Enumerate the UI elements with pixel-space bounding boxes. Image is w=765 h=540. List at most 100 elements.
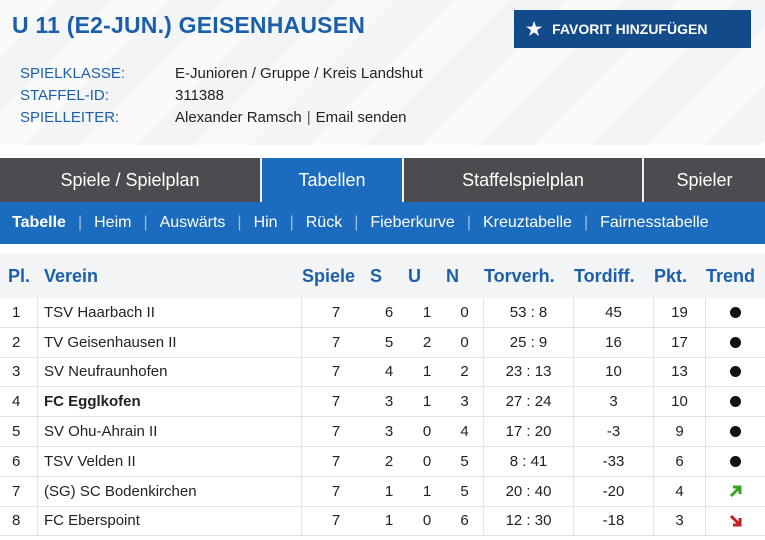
team-name-link[interactable]: SV Ohu-Ahrain II <box>38 417 302 446</box>
table-row: 6 TSV Velden II 7 2 0 5 8 : 41 -33 6 <box>0 446 765 477</box>
team-name-link[interactable]: FC Egglkofen <box>38 387 302 417</box>
table-header: Pl. Verein Spiele S U N Torverh. Tordiff… <box>0 254 765 298</box>
subnav-tabelle[interactable]: Tabelle <box>12 214 66 231</box>
cell-tordifferenz: 45 <box>574 298 654 327</box>
cell-siege: 4 <box>384 363 394 381</box>
cell-niederlagen: 5 <box>446 476 484 506</box>
tab-tabellen[interactable]: Tabellen <box>262 158 404 202</box>
cell-spiele: 7 <box>331 512 341 530</box>
table-row: 3 SV Neufraunhofen 7 4 1 2 23 : 13 10 13 <box>0 357 765 388</box>
cell-trend <box>706 417 765 446</box>
cell-torverhaeltnis: 23 : 13 <box>484 357 574 387</box>
dot-icon <box>730 455 741 467</box>
header-s: S <box>370 265 383 286</box>
header-pl: Pl. <box>8 265 31 286</box>
subnav-hin[interactable]: Hin <box>253 214 278 231</box>
arrow-up-icon <box>728 483 744 499</box>
dot-icon <box>730 366 741 378</box>
spielleiter-label: SPIELLEITER: <box>20 108 120 126</box>
cell-trend <box>706 447 765 476</box>
team-name-link[interactable]: TV Geisenhausen II <box>38 327 302 357</box>
email-send-link[interactable]: Email senden <box>315 108 407 126</box>
subnav-separator: | <box>583 214 589 231</box>
cell-pl: 1 <box>0 298 38 327</box>
cell-unentschieden: 2 <box>422 333 432 351</box>
team-name-link[interactable]: FC Eberspoint <box>38 506 302 536</box>
cell-pl: 5 <box>0 417 38 446</box>
subnav-heim[interactable]: Heim <box>94 214 132 231</box>
spielleiter-name: Alexander Ramsch <box>175 108 302 126</box>
subnav-separator: | <box>143 214 148 231</box>
main-tabs: Spiele / Spielplan Tabellen Staffelspiel… <box>0 158 765 202</box>
cell-unentschieden: 1 <box>422 393 432 411</box>
cell-spiele: 7 <box>331 393 341 411</box>
info-row-staffel: STAFFEL-ID: 311388 <box>20 84 423 106</box>
subnav-rueck[interactable]: Rück <box>305 214 343 231</box>
cell-trend <box>706 507 765 536</box>
header-spiele: Spiele <box>302 265 356 286</box>
cell-trend <box>706 477 765 506</box>
cell-spiele: 7 <box>331 452 341 470</box>
cell-siege: 3 <box>384 393 394 411</box>
info-row-spielleiter: SPIELLEITER: Alexander Ramsch | Email send… <box>20 106 423 128</box>
cell-niederlagen: 0 <box>446 298 484 327</box>
cell-niederlagen: 3 <box>446 387 484 417</box>
league-info: SPIELKLASSE: E-Junioren / Gruppe / Kreis… <box>20 62 423 128</box>
cell-tordifferenz: -20 <box>574 476 654 506</box>
cell-spiele: 7 <box>331 482 341 500</box>
tab-spiele-spielplan[interactable]: Spiele / Spielplan <box>0 158 262 202</box>
cell-trend <box>706 328 765 357</box>
subnav-fairnesstabelle[interactable]: Fairnesstabelle <box>600 214 709 231</box>
team-name-link[interactable]: TSV Haarbach II <box>38 298 302 327</box>
cell-siege: 5 <box>384 333 394 351</box>
cell-tordifferenz: -3 <box>574 417 654 446</box>
cell-pl: 8 <box>0 506 38 536</box>
cell-unentschieden: 0 <box>422 512 432 530</box>
team-name-link[interactable]: (SG) SC Bodenkirchen <box>38 476 302 506</box>
cell-unentschieden: 0 <box>422 452 432 470</box>
header-tordiff: Tordiff. <box>574 265 635 286</box>
table-row: 7 (SG) SC Bodenkirchen 7 1 1 5 20 : 40 -20 4 <box>0 476 765 507</box>
cell-torverhaeltnis: 12 : 30 <box>484 506 574 536</box>
cell-torverhaeltnis: 8 : 41 <box>484 446 574 476</box>
subnav-separator: | <box>77 214 83 231</box>
cell-niederlagen: 2 <box>446 357 484 387</box>
cell-pl: 4 <box>0 387 38 417</box>
table-row: 8 FC Eberspoint 7 1 0 6 12 : 30 -18 3 <box>0 506 765 537</box>
team-header: U 11 (E2-JUN.) GEISENHAUSEN ★ FAVORIT HI… <box>0 0 765 145</box>
add-favorite-label: FAVORIT HINZUFÜGEN <box>552 21 708 37</box>
cell-trend <box>706 387 765 416</box>
team-name-link[interactable]: TSV Velden II <box>38 446 302 476</box>
header-n: N <box>446 265 459 286</box>
table-row: 1 TSV Haarbach II 7 6 1 0 53 : 8 45 19 <box>0 298 765 328</box>
subnav-separator: | <box>466 214 471 231</box>
cell-tordifferenz: 10 <box>574 357 654 387</box>
header-torverh: Torverh. <box>484 265 555 286</box>
cell-trend <box>706 298 765 327</box>
cell-punkte: 17 <box>654 327 706 357</box>
table-subnav: Tabelle | Heim | Auswärts | Hin | Rück |… <box>0 202 765 244</box>
cell-torverhaeltnis: 53 : 8 <box>484 298 574 327</box>
cell-tordifferenz: -33 <box>574 446 654 476</box>
table-row: 4 FC Egglkofen 7 3 1 3 27 : 24 3 10 <box>0 387 765 418</box>
header-trend: Trend <box>706 265 756 286</box>
cell-pl: 3 <box>0 357 38 387</box>
cell-punkte: 6 <box>654 446 706 476</box>
cell-unentschieden: 1 <box>422 363 432 381</box>
subnav-kreuztabelle[interactable]: Kreuztabelle <box>482 214 572 231</box>
cell-torverhaeltnis: 27 : 24 <box>484 387 574 417</box>
cell-pl: 6 <box>0 446 38 476</box>
subnav-fieberkurve[interactable]: Fieberkurve <box>370 214 455 231</box>
cell-niederlagen: 5 <box>446 446 484 476</box>
cell-spiele: 7 <box>331 333 341 351</box>
add-favorite-button[interactable]: ★ FAVORIT HINZUFÜGEN <box>514 10 751 48</box>
page-title: U 11 (E2-JUN.) GEISENHAUSEN <box>12 12 366 38</box>
subnav-separator: | <box>237 214 242 231</box>
cell-punkte: 3 <box>654 506 706 536</box>
header-pkt: Pkt. <box>654 265 688 286</box>
cell-pl: 7 <box>0 476 38 506</box>
team-name-link[interactable]: SV Neufraunhofen <box>38 357 302 387</box>
subnav-auswaerts[interactable]: Auswärts <box>159 214 226 231</box>
tab-spieler[interactable]: Spieler <box>676 169 733 190</box>
tab-staffelspielplan[interactable]: Staffelspielplan <box>404 158 644 202</box>
